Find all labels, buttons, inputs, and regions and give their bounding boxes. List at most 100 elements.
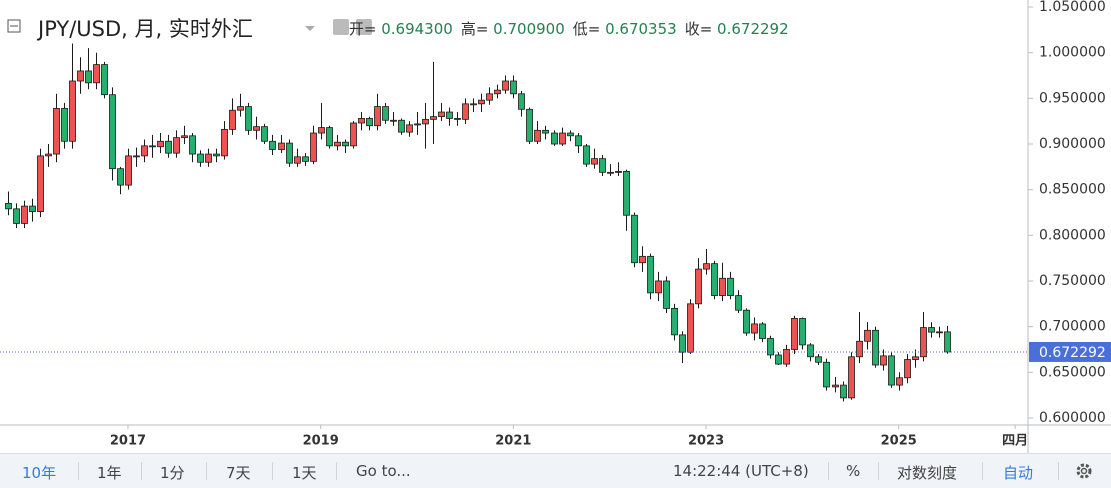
candle-body [518, 93, 525, 110]
x-tick-label: 2021 [495, 434, 531, 449]
candle-body [655, 280, 662, 294]
y-tick-label: 0.850000 [1039, 182, 1106, 198]
candle-body [542, 129, 549, 134]
candle-body [783, 349, 790, 365]
clock: 14:22:44 (UTC+8) [673, 462, 809, 480]
range-button[interactable]: 1分 [160, 464, 185, 482]
candle-body [470, 103, 477, 106]
candle-body [53, 107, 60, 155]
candle-body [880, 355, 887, 366]
range-button[interactable]: 1天 [292, 464, 317, 482]
candle-body [727, 277, 734, 297]
candle-body [269, 140, 276, 150]
candle-body [302, 156, 309, 162]
candle-body [101, 64, 108, 96]
range-button[interactable]: 1年 [97, 464, 122, 482]
candle-body [253, 126, 260, 131]
candle-body [37, 155, 44, 212]
candle-body [526, 108, 533, 142]
candle-body [438, 111, 445, 118]
candle-body [823, 361, 830, 388]
candle-body [478, 99, 485, 105]
candle-body [799, 318, 806, 346]
goto-button[interactable]: Go to... [356, 462, 411, 480]
candle-body [575, 135, 582, 147]
separator [982, 462, 983, 480]
collapse-icon[interactable] [7, 19, 21, 33]
candle-body [888, 355, 895, 386]
candle-body [663, 280, 670, 309]
candle-body [398, 119, 405, 133]
ohlc-label: 高= [460, 19, 489, 38]
candle-body [631, 214, 638, 264]
candle-body [791, 318, 798, 350]
candle-body [245, 106, 252, 131]
log-button[interactable]: 对数刻度 [897, 464, 958, 482]
y-tick-label: 1.000000 [1039, 45, 1106, 61]
candle-body [679, 334, 686, 353]
candle-body [326, 127, 333, 147]
candle-body [494, 89, 501, 95]
candle-body [623, 171, 630, 216]
candle-body [382, 106, 389, 121]
x-tick-label: 2023 [688, 434, 724, 449]
candle-body [848, 356, 855, 399]
candle-body [502, 80, 509, 91]
candle-body [767, 338, 774, 356]
toolbar: 10年 1年 1分 7天 1天 Go to... 14:22:44 (UTC+8… [0, 453, 1111, 488]
candle-body [350, 122, 357, 147]
ohlc-high: 高= 0.700900 [461, 18, 565, 39]
candle-body [21, 205, 28, 224]
settings-icon[interactable] [356, 19, 372, 35]
auto-button[interactable]: 自动 [1003, 464, 1034, 482]
candle-body [278, 142, 285, 150]
candle-body [61, 107, 68, 142]
separator [206, 462, 207, 480]
candle-body [559, 132, 566, 145]
candle-body [615, 171, 622, 173]
candle-body [446, 111, 453, 119]
dropdown-arrow[interactable] [305, 26, 315, 31]
candle-body [125, 155, 132, 186]
settings-gear[interactable] [1075, 462, 1093, 480]
candle-body [374, 106, 381, 127]
candle-body [454, 118, 461, 120]
candle-body [607, 171, 614, 174]
candle-body [647, 255, 654, 294]
separator [1058, 462, 1059, 480]
candle-body [117, 168, 124, 186]
eye-icon[interactable] [333, 19, 349, 35]
candle-body [462, 103, 469, 120]
y-tick-label: 0.800000 [1039, 227, 1106, 243]
separator [272, 462, 273, 480]
candle-body [205, 153, 212, 163]
candle-body [237, 106, 244, 111]
ohlc-label: 收= [684, 19, 713, 38]
percent-button[interactable]: % [846, 462, 861, 480]
candle-body [229, 109, 236, 130]
candle-body [197, 153, 204, 163]
range-button[interactable]: 10年 [22, 464, 57, 482]
symbol-title: JPY/USD, 月, 实时外汇 [38, 17, 253, 41]
candle-body [904, 359, 911, 379]
ohlc-open: 开= 0.694300 [349, 18, 453, 39]
candle-body [213, 153, 220, 157]
candle-body [872, 329, 879, 366]
candle-body [165, 140, 172, 154]
candle-body [832, 384, 839, 388]
candle-body [920, 327, 927, 358]
candle-body [69, 80, 76, 142]
candle-body [77, 70, 84, 82]
legend-header: JPY/USD, 月, 实时外汇 开= 0.694300 高= 0.700900… [0, 10, 797, 46]
candle-body [775, 354, 782, 365]
separator [78, 462, 79, 480]
range-button[interactable]: 7天 [226, 464, 251, 482]
y-tick-label: 0.700000 [1039, 319, 1106, 335]
separator [878, 462, 879, 480]
candle-body [157, 140, 164, 148]
y-tick-label: 0.950000 [1039, 90, 1106, 106]
x-tick-label: 2019 [303, 434, 339, 449]
candle-body [856, 340, 863, 358]
candle-body [912, 356, 919, 360]
